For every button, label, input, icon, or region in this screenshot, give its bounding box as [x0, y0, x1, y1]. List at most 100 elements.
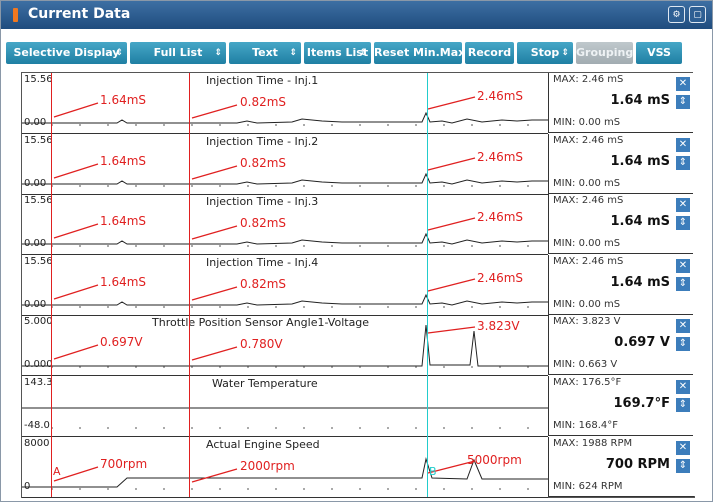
cursor-a-marker: A	[53, 465, 61, 478]
value-side-panel: MAX: 1988 RPM 700 RPM MIN: 624 RPM ✕ ⇕	[548, 436, 694, 497]
selective-display-button[interactable]: Selective Display ⇕	[6, 42, 127, 64]
scale-icon[interactable]: ⇕	[676, 398, 690, 412]
y-min-label: 0.000	[24, 359, 53, 371]
value-side-panel: MAX: 2.46 mS 1.64 mS MIN: 0.00 mS ✕ ⇕	[548, 194, 694, 255]
graph-title: Injection Time - Inj.4	[206, 255, 319, 269]
graph-title: Injection Time - Inj.3	[206, 195, 319, 209]
close-icon[interactable]: ✕	[676, 137, 690, 152]
value-side-panel: MAX: 3.823 V 0.697 V MIN: 0.663 V ✕ ⇕	[548, 315, 694, 376]
max-value: MAX: 2.46 mS	[553, 255, 624, 267]
annotation-label-left: 700rpm	[100, 456, 148, 471]
annotation-label-right: 2.46mS	[477, 210, 524, 225]
annotation-label-left: 0.697V	[100, 335, 143, 350]
scale-icon[interactable]: ⇕	[676, 337, 690, 352]
stop-button[interactable]: Stop ⇕	[517, 42, 573, 64]
y-max-label: 8000	[24, 437, 50, 449]
min-value: MIN: 0.00 mS	[553, 177, 621, 189]
graph-title: Injection Time - Inj.2	[206, 134, 319, 148]
waveform	[22, 407, 548, 429]
value-side-panel: MAX: 2.46 mS 1.64 mS MIN: 0.00 mS ✕ ⇕	[548, 133, 694, 194]
annotation-label-right: 3.823V	[477, 319, 520, 334]
selective-display-arrow-icon: ⇕	[115, 48, 123, 58]
annotation-label-right: 2.46mS	[477, 89, 524, 103]
toolbar: Selective Display ⇕ Full List ⇕ Text ⇕ Item…	[1, 29, 712, 71]
annotation-label-right: 2.46mS	[477, 149, 524, 164]
graph-title: Water Temperature	[212, 377, 318, 390]
record-button[interactable]: Record	[465, 42, 514, 64]
annotation-label-mid: 0.82mS	[240, 216, 287, 231]
max-value: MAX: 176.5°F	[553, 377, 622, 388]
current-value: 1.64 mS	[610, 153, 670, 169]
max-value: MAX: 2.46 mS	[553, 195, 624, 207]
max-value: MAX: 3.823 V	[553, 316, 621, 328]
annotation-label-left: 1.64mS	[100, 93, 147, 107]
scale-icon[interactable]: ⇕	[676, 95, 690, 109]
annotation-label-left: 1.64mS	[100, 214, 147, 229]
max-value: MAX: 2.46 mS	[553, 74, 624, 85]
grouping-button: Grouping	[576, 42, 633, 64]
maximize-icon[interactable]: ▢	[689, 6, 706, 23]
close-icon[interactable]: ✕	[676, 198, 690, 213]
waveform	[22, 157, 548, 187]
annotation-label-mid: 0.82mS	[240, 276, 287, 291]
y-max-label: 15.56	[24, 255, 53, 267]
annotation-label-left: 1.64mS	[100, 153, 147, 168]
y-max-label: 15.56	[24, 74, 53, 85]
scale-icon[interactable]: ⇕	[676, 276, 690, 291]
full-list-button[interactable]: Full List ⇕	[130, 42, 226, 64]
current-value: 1.64 mS	[610, 274, 670, 290]
window-title: Current Data	[28, 6, 131, 22]
current-value: 1.64 mS	[610, 214, 670, 230]
reset-minmax-button[interactable]: Reset Min.Max	[374, 42, 465, 64]
stop-arrow-icon: ⇕	[561, 48, 569, 58]
scrollbar[interactable]	[693, 72, 697, 496]
annotation-label-left: 1.64mS	[100, 274, 147, 289]
cursor-a-line[interactable]	[51, 73, 52, 497]
full-list-arrow-icon: ⇕	[214, 48, 222, 58]
scale-icon[interactable]: ⇕	[676, 216, 690, 231]
waveform	[22, 278, 548, 308]
close-icon[interactable]: ✕	[676, 258, 690, 273]
annotation-label-right: 5000rpm	[467, 452, 522, 467]
text-button[interactable]: Text ⇕	[229, 42, 301, 64]
close-icon[interactable]: ✕	[676, 380, 690, 394]
y-max-label: 143.3	[24, 377, 53, 388]
graph-title: Injection Time - Inj.1	[206, 74, 319, 87]
min-value: MIN: 168.4°F	[553, 420, 618, 431]
close-icon[interactable]: ✕	[676, 440, 690, 455]
y-max-label: 15.56	[24, 195, 53, 207]
scale-icon[interactable]: ⇕	[676, 458, 690, 473]
vss-button[interactable]: VSS	[636, 42, 682, 64]
y-min-label: -48.0	[24, 420, 50, 431]
title-flag-icon	[13, 8, 18, 22]
y-max-label: 15.56	[24, 134, 53, 146]
text-arrow-icon: ⇕	[289, 48, 297, 58]
scale-icon[interactable]: ⇕	[676, 155, 690, 170]
cursor-b-marker: B	[429, 465, 437, 478]
cursor-b-line[interactable]	[189, 73, 190, 497]
annotation-label-mid: 0.780V	[240, 337, 283, 352]
graph-row: 15.56 0.00 Injection Time - Inj.1 1.64mS…	[22, 73, 548, 134]
graph-panel: 15.56 0.00 Injection Time - Inj.1 1.64mS…	[21, 72, 695, 498]
max-value: MAX: 1988 RPM	[553, 437, 633, 449]
current-value: 1.64 mS	[610, 93, 670, 108]
value-side-panel: MAX: 2.46 mS 1.64 mS MIN: 0.00 mS ✕ ⇕	[548, 254, 694, 315]
close-icon[interactable]: ✕	[676, 77, 690, 91]
graph-row: 15.56 0.00 Injection Time - Inj.2 1.64mS…	[22, 134, 548, 195]
annotation-label-mid: 2000rpm	[240, 458, 295, 473]
graph-row: 143.3 -48.0 Water Temperature	[22, 376, 548, 437]
min-value: MIN: 0.00 mS	[553, 298, 621, 310]
items-list-button[interactable]: Items List ⇕	[304, 42, 371, 64]
setting-icon[interactable]: ⚙	[668, 6, 685, 23]
cursor-cyan-line[interactable]	[427, 73, 428, 497]
min-value: MIN: 0.00 mS	[553, 117, 621, 128]
waveform	[22, 96, 548, 126]
graph-row: 8000 0 Actual Engine Speed 700rpm 2000rp…	[22, 437, 548, 498]
annotation-label-mid: 0.82mS	[240, 155, 287, 170]
min-value: MIN: 0.00 mS	[553, 238, 621, 250]
close-icon[interactable]: ✕	[676, 319, 690, 334]
annotation-label-mid: 0.82mS	[240, 95, 287, 109]
waveform	[22, 217, 548, 248]
graph-title: Actual Engine Speed	[206, 437, 320, 451]
